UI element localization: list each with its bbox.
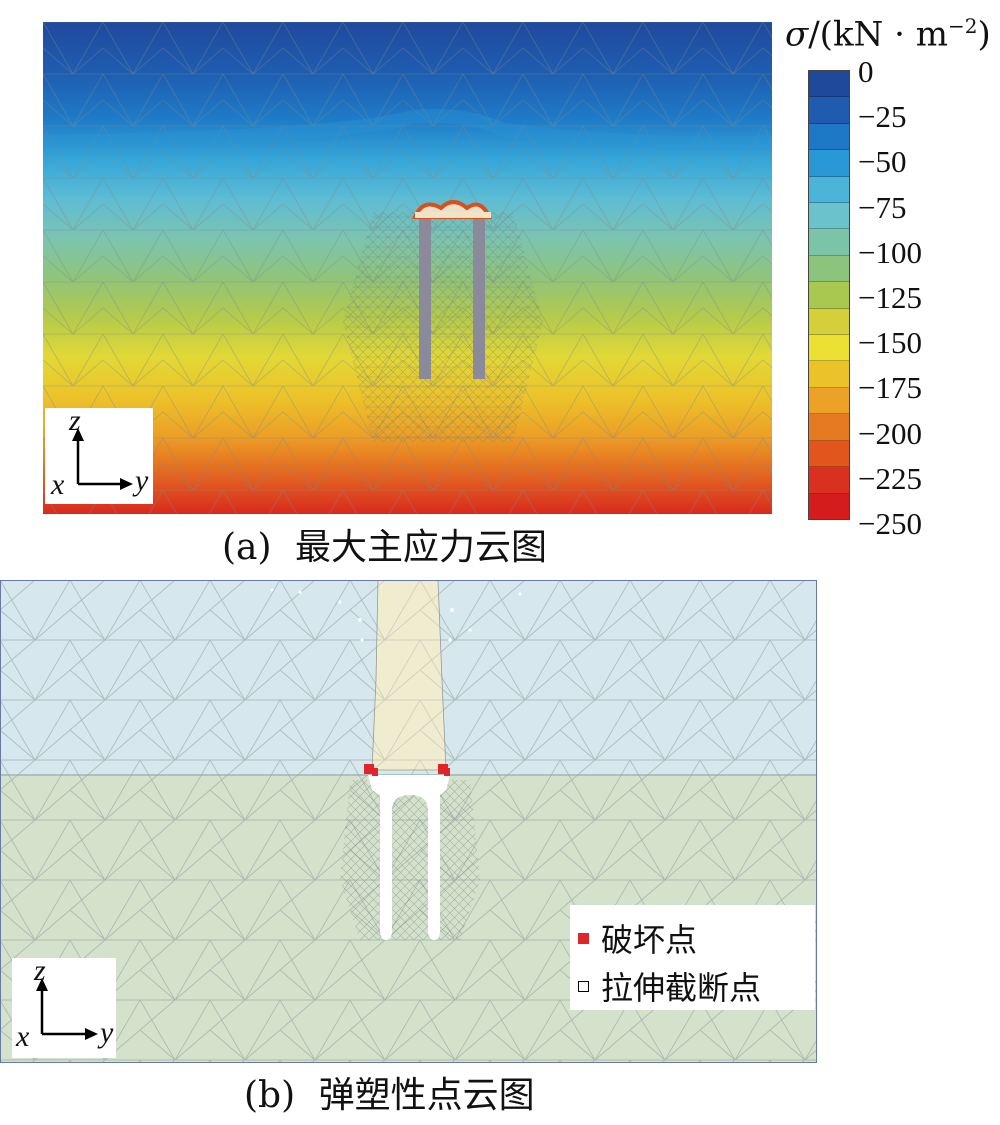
axis-z-label-b: z bbox=[34, 954, 46, 987]
colorbar-tick-label: −50 bbox=[858, 144, 907, 180]
caption-a-label: (a) bbox=[222, 527, 272, 568]
colorbar-tick-label: −150 bbox=[858, 325, 922, 361]
colorbar-segment bbox=[809, 467, 849, 494]
colorbar-segment bbox=[809, 123, 849, 151]
colorbar-tick-label: −125 bbox=[858, 280, 922, 315]
colorbar-segment bbox=[809, 176, 849, 204]
axis-x-label: x bbox=[51, 468, 65, 501]
legend-title: σ/(kN · m−2) bbox=[785, 14, 991, 54]
legend-tension-cutoff-point: 拉伸截断点 bbox=[578, 963, 761, 1009]
legend-close: ) bbox=[977, 14, 991, 55]
failure-point-swatch bbox=[578, 932, 589, 944]
axis-triad-b: z x y bbox=[12, 954, 116, 1058]
colorbar-segment bbox=[809, 71, 849, 98]
colorbar-segment bbox=[809, 255, 849, 283]
colorbar-segment bbox=[809, 414, 849, 441]
caption-b: (b) 弹塑性点云图 bbox=[244, 1078, 535, 1114]
point-legend: 破坏点 拉伸截断点 bbox=[570, 905, 815, 1010]
stress-contour-plot bbox=[43, 22, 772, 514]
axis-y-label: y bbox=[135, 464, 149, 497]
colorbar-segment bbox=[809, 387, 849, 415]
colorbar-tick-label: −25 bbox=[858, 99, 907, 135]
colorbar-segment bbox=[809, 150, 849, 177]
caption-b-label: (b) bbox=[244, 1075, 296, 1116]
colorbar-segment bbox=[809, 282, 849, 309]
caption-a: (a) 最大主应力云图 bbox=[222, 530, 547, 566]
colorbar-segment bbox=[809, 229, 849, 256]
axis-x-label-b: x bbox=[16, 1020, 30, 1053]
colorbar-tick-label: −75 bbox=[858, 189, 907, 225]
sigma-symbol: σ bbox=[785, 14, 809, 55]
axis-z-label: z bbox=[69, 404, 81, 437]
caption-b-text: 弹塑性点云图 bbox=[318, 1075, 535, 1116]
colorbar-segment bbox=[809, 97, 849, 124]
legend-failure-point: 破坏点 bbox=[578, 915, 697, 961]
colorbar-tick-label: 0 bbox=[858, 54, 874, 89]
caption-a-text: 最大主应力云图 bbox=[295, 527, 548, 568]
colorbar-segment bbox=[809, 493, 849, 519]
colorbar-segment bbox=[809, 203, 849, 230]
failure-point-label: 破坏点 bbox=[601, 921, 698, 959]
axis-triad: z x y bbox=[45, 404, 153, 504]
colorbar bbox=[808, 70, 850, 520]
colorbar-segment bbox=[809, 308, 849, 336]
legend-exponent: −2 bbox=[947, 14, 978, 38]
colorbar-segment bbox=[809, 440, 849, 468]
colorbar-segment bbox=[809, 361, 849, 388]
axis-y-label-b: y bbox=[100, 1016, 114, 1049]
tension-cutoff-swatch bbox=[578, 980, 589, 992]
colorbar-tick-label: −225 bbox=[858, 460, 922, 496]
colorbar-tick-label: −200 bbox=[858, 415, 922, 451]
colorbar-tick-label: −100 bbox=[858, 234, 922, 270]
colorbar-segment bbox=[809, 335, 849, 362]
colorbar-tick-label: −175 bbox=[858, 370, 922, 406]
tension-cutoff-label: 拉伸截断点 bbox=[601, 969, 762, 1007]
legend-unit: /(kN · m bbox=[808, 14, 948, 55]
colorbar-tick-label: −250 bbox=[858, 506, 922, 541]
